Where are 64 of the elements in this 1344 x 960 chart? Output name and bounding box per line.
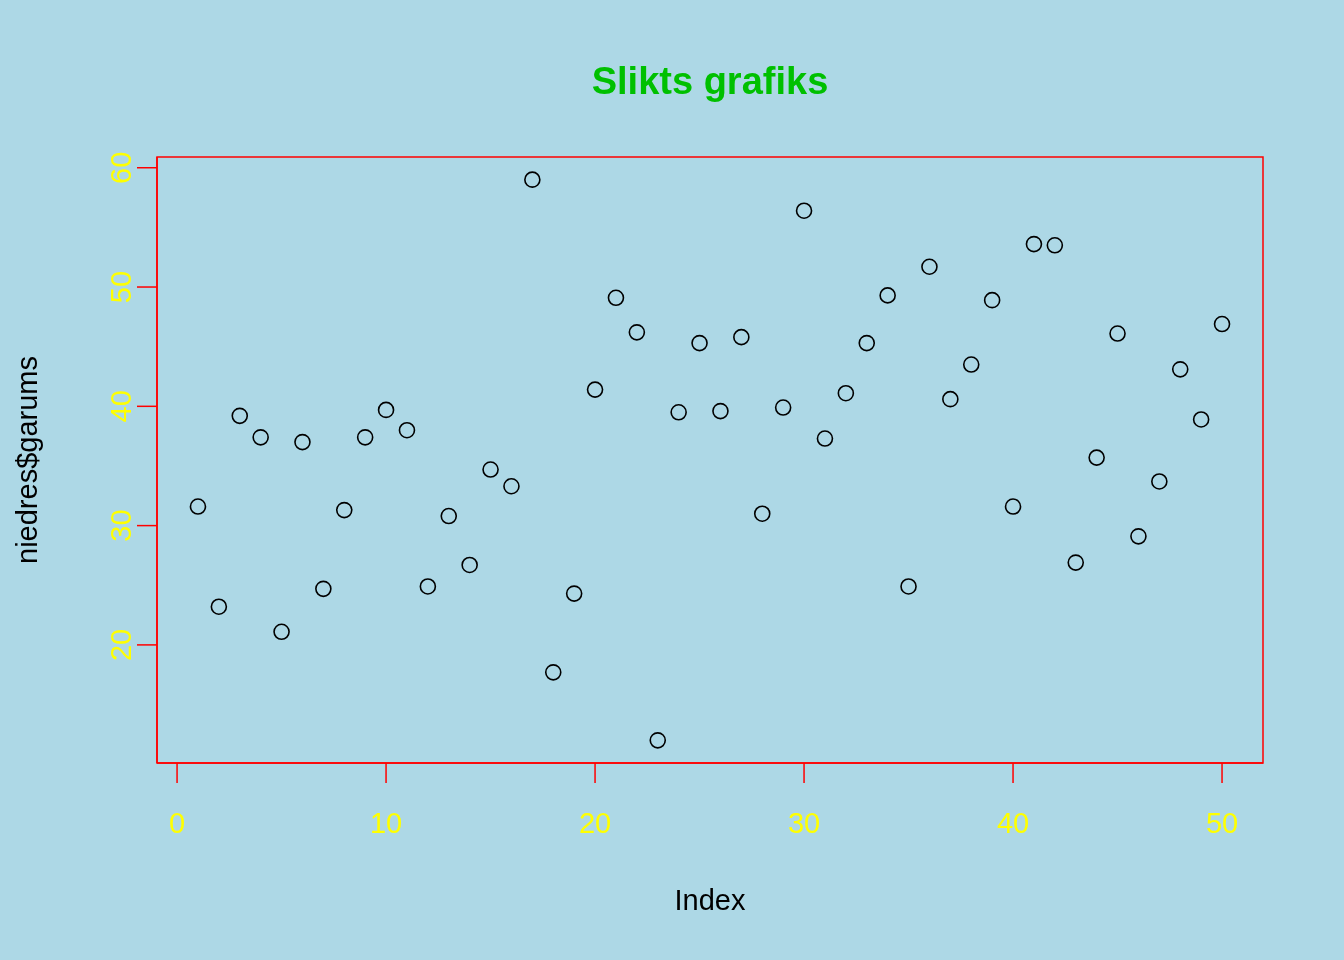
point: [273, 623, 290, 641]
point: [1109, 325, 1126, 342]
point: [210, 598, 228, 616]
point: [816, 430, 834, 447]
point: [879, 287, 896, 304]
point: [670, 403, 687, 421]
point: [565, 585, 583, 602]
y-tick-label: 40: [105, 390, 137, 423]
point: [1088, 449, 1105, 466]
point: [795, 202, 813, 219]
point: [1046, 236, 1064, 254]
point: [503, 477, 520, 495]
point: [335, 501, 353, 519]
point: [356, 429, 374, 446]
x-axis-title: Index: [674, 884, 746, 916]
point: [983, 291, 1001, 309]
y-tick-label: 60: [105, 151, 137, 184]
point: [1025, 235, 1043, 253]
point: [252, 429, 269, 446]
point: [1130, 528, 1147, 545]
y-tick-label: 20: [105, 628, 137, 662]
point: [628, 324, 646, 341]
x-tick-label: 20: [578, 807, 612, 839]
point: [1192, 411, 1210, 428]
point: [837, 384, 855, 402]
point: [398, 421, 416, 439]
point: [649, 732, 667, 749]
point: [419, 578, 437, 595]
point: [900, 578, 917, 595]
point: [189, 498, 207, 515]
x-tick-label: 30: [787, 807, 821, 839]
point: [524, 171, 541, 188]
point: [1213, 315, 1231, 333]
point: [544, 664, 562, 681]
point: [482, 461, 499, 478]
x-tick-label: 50: [1205, 807, 1239, 839]
chart-title: Slikts grafiks: [591, 60, 829, 102]
point: [607, 289, 625, 307]
point: [712, 402, 729, 420]
point: [440, 507, 458, 525]
point: [1151, 473, 1168, 490]
point: [294, 433, 311, 451]
x-tick-label: 40: [996, 807, 1030, 839]
point: [858, 334, 876, 352]
point: [1067, 554, 1085, 571]
x-tick-label: 0: [168, 807, 186, 839]
point: [733, 328, 750, 346]
point: [461, 556, 478, 574]
y-tick-label: 30: [105, 509, 137, 542]
point: [921, 258, 938, 276]
point: [231, 407, 249, 425]
y-tick-label: 50: [105, 270, 137, 304]
y-axis-title: niedres$garums: [11, 356, 43, 564]
point: [1171, 361, 1189, 378]
point: [753, 505, 771, 522]
point: [691, 334, 708, 352]
point: [377, 401, 395, 419]
point: [586, 381, 604, 398]
point: [942, 390, 959, 408]
point: [962, 356, 980, 373]
x-tick-label: 10: [369, 807, 403, 839]
point: [1004, 498, 1022, 515]
point: [774, 399, 792, 416]
point: [315, 580, 332, 598]
